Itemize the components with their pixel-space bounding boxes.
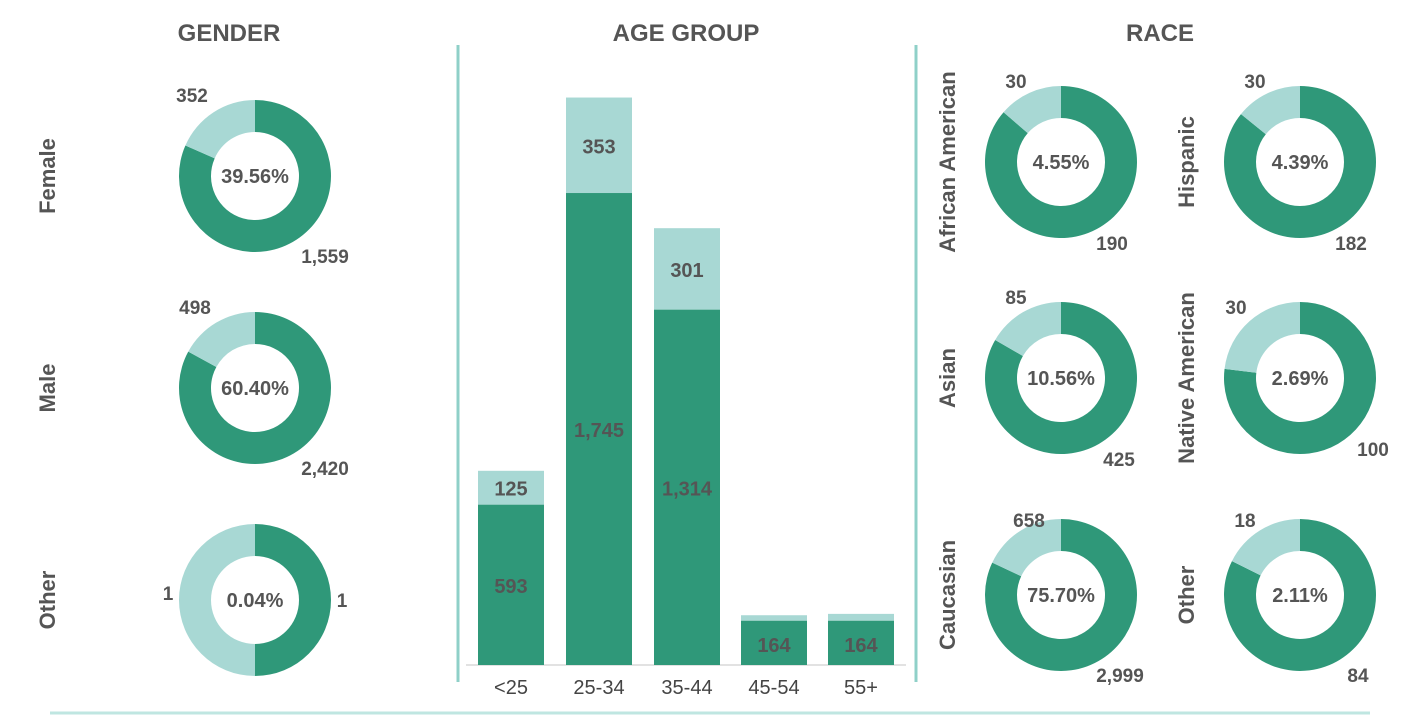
race-donut-other-dark-slice: [1223, 519, 1376, 671]
age-bar-45-54-dark: [741, 620, 807, 665]
race-donut-african-american-light-value: 30: [1005, 72, 1026, 93]
age-bar-under-25-dark: [478, 504, 544, 665]
race-side-label-other: Other: [1174, 565, 1199, 624]
age-bar-under-25-dark-label: 593: [494, 576, 527, 598]
race-donut-hispanic-dark-value: 182: [1335, 234, 1367, 255]
race-donut-african-american-light-slice: [1003, 86, 1061, 134]
race-donut-caucasian-dark-value: 2,999: [1096, 666, 1144, 687]
x-tick-35-44: 35-44: [661, 677, 712, 699]
gender-donut-male-dark-slice: [178, 312, 331, 465]
gender-donut-male-light-slice: [188, 312, 255, 367]
gender-donut-other-dark-slice: [255, 524, 331, 676]
gender-donut-female-light-slice: [185, 100, 255, 159]
gender-donut-male-light-value: 498: [179, 298, 211, 319]
gender-donut-other-light-slice: [179, 524, 255, 676]
gender-donut-other-dark-value: 1: [337, 591, 348, 612]
age-bar-25-34-dark-label: 1,745: [574, 420, 624, 442]
race-donut-native-american-light-slice: [1224, 302, 1300, 373]
race-donut-hispanic-dark-slice: [1224, 86, 1376, 238]
age-bar-55-light: [828, 613, 894, 621]
race-donut-hispanic-center-label: 4.39%: [1272, 152, 1329, 174]
race-donut-asian-dark-value: 425: [1103, 450, 1135, 471]
age-group-title: AGE GROUP: [613, 20, 760, 47]
race-donut-other-light-slice: [1231, 519, 1300, 576]
race-donut-caucasian-dark-slice: [985, 519, 1137, 671]
age-bar-55-dark-label: 164: [844, 635, 878, 657]
race-donut-caucasian-light-value: 658: [1013, 511, 1045, 532]
age-bar-under-25-light-label: 125: [494, 479, 527, 501]
race-side-label-hispanic: Hispanic: [1174, 116, 1199, 208]
x-tick-under-25: <25: [494, 677, 528, 699]
race-donut-asian-light-value: 85: [1005, 288, 1027, 309]
gender-side-label-male: Male: [35, 364, 60, 413]
gender-donut-other-center-label: 0.04%: [227, 590, 284, 612]
race-donut-caucasian-light-slice: [992, 519, 1061, 577]
race-donut-native-american-center-label: 2.69%: [1272, 368, 1329, 390]
age-bar-25-34-dark: [566, 193, 632, 665]
age-bar-55-dark: [828, 620, 894, 665]
gender-donut-female-light-value: 352: [176, 86, 208, 107]
race-donut-african-american-dark-slice: [984, 86, 1137, 238]
age-bar-under-25-light: [478, 470, 544, 505]
gender-side-label-female: Female: [35, 138, 60, 214]
gender-donut-female-dark-slice: [178, 100, 332, 252]
gender-side-label-other: Other: [35, 570, 60, 629]
race-donut-native-american-light-value: 30: [1225, 298, 1246, 319]
gender-title: GENDER: [178, 20, 281, 47]
age-bar-45-54-dark-label: 164: [757, 635, 791, 657]
gender-donut-male-center-label: 60.40%: [221, 378, 289, 400]
race-side-label-caucasian: Caucasian: [935, 540, 960, 650]
x-tick-25-34: 25-34: [573, 677, 624, 699]
race-donut-asian-light-slice: [995, 302, 1061, 356]
race-donut-african-american-dark-value: 190: [1096, 234, 1128, 255]
age-bar-45-54-light: [741, 615, 807, 621]
x-tick-45-54: 45-54: [748, 677, 799, 699]
race-title: RACE: [1126, 20, 1194, 47]
race-donut-native-american-dark-slice: [1224, 301, 1377, 454]
race-donut-asian-dark-slice: [985, 302, 1137, 454]
race-donut-hispanic-light-slice: [1240, 86, 1300, 135]
race-donut-asian-center-label: 10.56%: [1027, 368, 1095, 390]
race-side-label-african-american: African American: [935, 71, 960, 252]
race-donut-african-american-center-label: 4.55%: [1033, 152, 1090, 174]
race-donut-caucasian-center-label: 75.70%: [1027, 585, 1095, 607]
gender-donut-male-dark-value: 2,420: [301, 459, 349, 480]
gender-donut-female-center-label: 39.56%: [221, 166, 289, 188]
race-donut-other-dark-value: 84: [1347, 666, 1369, 687]
age-bar-25-34-light: [566, 97, 632, 194]
race-donut-native-american-dark-value: 100: [1357, 440, 1389, 461]
race-donut-other-light-value: 18: [1234, 511, 1255, 532]
race-donut-hispanic-light-value: 30: [1244, 72, 1265, 93]
age-bar-35-44-dark: [654, 309, 720, 665]
gender-donut-other-light-value: 1: [163, 584, 174, 605]
age-bar-35-44-light: [654, 228, 720, 310]
race-donut-other-center-label: 2.11%: [1272, 585, 1328, 607]
race-side-label-native-american: Native American: [1174, 292, 1199, 464]
age-bar-25-34-light-label: 353: [582, 136, 615, 158]
race-side-label-asian: Asian: [935, 348, 960, 408]
age-bar-35-44-dark-label: 1,314: [662, 478, 713, 500]
age-bar-35-44-light-label: 301: [670, 260, 703, 282]
x-tick-55: 55+: [844, 677, 878, 699]
gender-donut-female-dark-value: 1,559: [301, 247, 349, 268]
